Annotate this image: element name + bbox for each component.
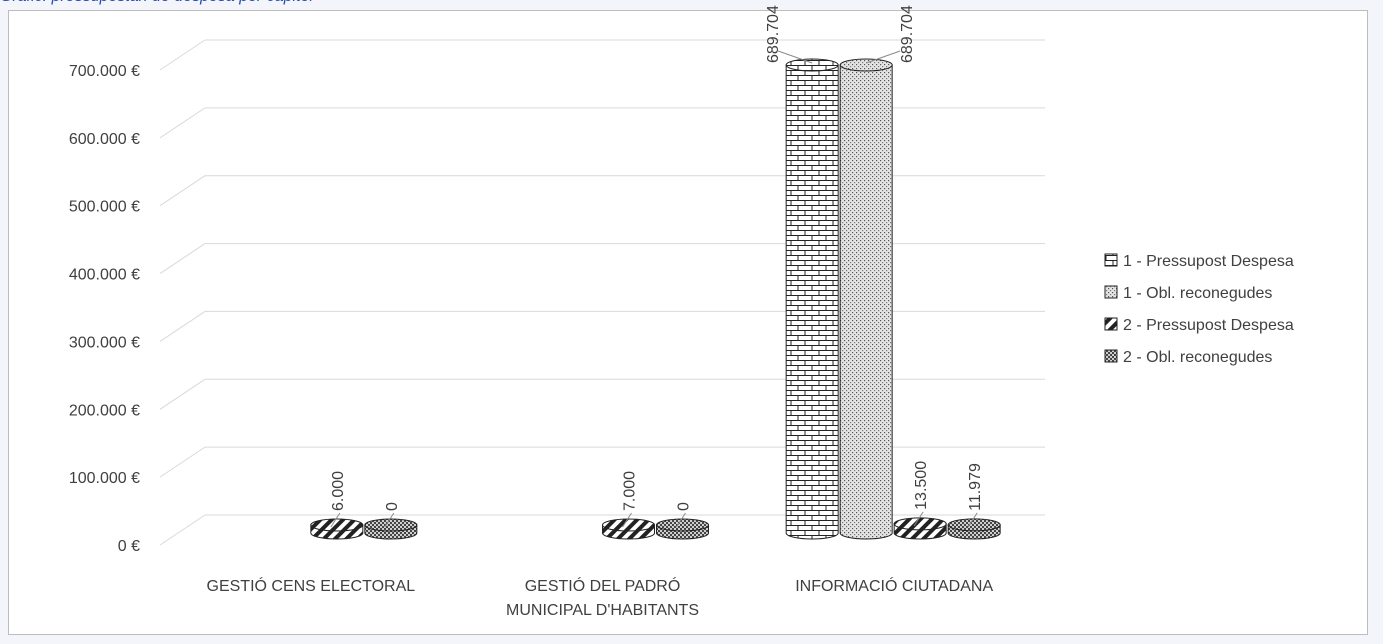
grid-slant (159, 311, 206, 342)
bar (947, 518, 1001, 540)
data-label: 0 (384, 502, 401, 511)
grid-slant (159, 446, 206, 478)
x-tick-label: GESTIÓ DEL PADRÓ (525, 576, 681, 595)
y-tick-label: 100.000 € (69, 470, 140, 487)
legend-label: 1 - Pressupost Despesa (1123, 253, 1294, 270)
leader-line (676, 512, 686, 528)
grid-slant (159, 243, 206, 274)
grid-slant (159, 514, 206, 546)
bar (839, 58, 893, 540)
leader-line (384, 512, 395, 528)
leader-line (622, 512, 632, 528)
bar (893, 517, 947, 540)
y-tick-label: 300.000 € (69, 334, 140, 351)
leader-line (866, 50, 901, 64)
data-label: 7.000 (622, 471, 639, 511)
legend-swatch (1104, 349, 1118, 363)
legend-label: 1 - Obl. reconegudes (1123, 285, 1272, 302)
y-tick-label: 400.000 € (69, 267, 140, 284)
bar (310, 518, 364, 540)
x-tick-label: GESTIÓ CENS ELECTORAL (207, 576, 416, 595)
x-tick-label: INFORMACIÓ CIUTADANA (795, 576, 993, 595)
data-label: 689.704 (899, 5, 916, 63)
y-tick-label: 0 € (118, 538, 140, 555)
bar (602, 518, 655, 540)
grid-slant (159, 378, 206, 410)
grid-slant (159, 175, 206, 207)
bar (656, 518, 709, 540)
y-tick-label: 200.000 € (69, 402, 140, 419)
bar (364, 518, 418, 540)
data-label: 689.704 (765, 5, 782, 63)
data-label: 13.500 (913, 461, 930, 510)
legend-label: 2 - Obl. reconegudes (1123, 349, 1272, 366)
leader-line (913, 511, 924, 527)
chart-caption: Grafic: pressupostari de despesa per cap… (0, 0, 313, 8)
data-label: 11.979 (967, 463, 984, 511)
grid-slant (159, 39, 206, 71)
bar (785, 58, 839, 540)
legend-swatch (1104, 285, 1118, 299)
y-tick-label: 500.000 € (69, 199, 140, 216)
data-label: 6.000 (330, 471, 347, 511)
leader-line (778, 50, 813, 64)
legend-swatch (1104, 317, 1118, 331)
x-tick-label: MUNICIPAL D'HABITANTS (506, 602, 699, 619)
grid-slant (159, 107, 206, 139)
legend-label: 2 - Pressupost Despesa (1123, 317, 1294, 334)
y-tick-label: 700.000 € (69, 63, 140, 80)
leader-line (967, 512, 978, 528)
legend-swatch (1104, 253, 1118, 267)
data-label: 0 (676, 502, 693, 511)
y-tick-label: 600.000 € (69, 131, 140, 148)
leader-line (330, 512, 341, 528)
